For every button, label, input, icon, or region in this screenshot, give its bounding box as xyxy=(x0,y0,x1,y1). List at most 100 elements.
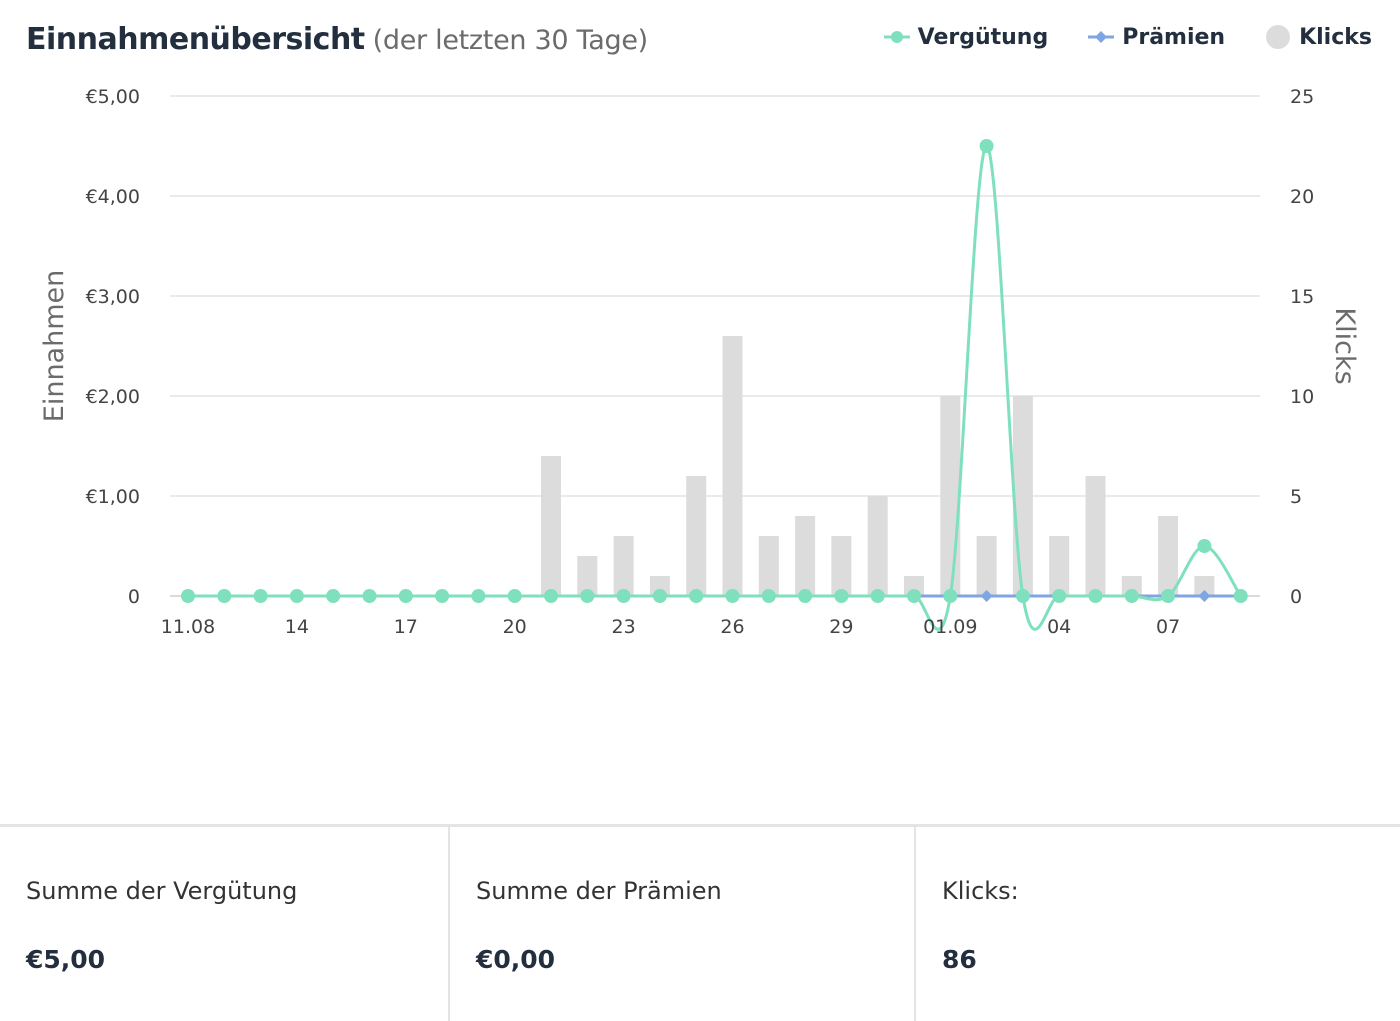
klicks-bar[interactable] xyxy=(613,536,634,596)
chart-legend: Vergütung Prämien Klicks xyxy=(844,24,1372,50)
verguetung-point[interactable] xyxy=(979,139,994,153)
verguetung-point[interactable] xyxy=(580,589,595,603)
earnings-chart: 0 €1,00 €2,00 €3,00 €4,00 €5,00 0 5 10 15 20 25 11.0… xyxy=(39,86,1360,638)
summary-value: €0,00 xyxy=(476,945,556,974)
y-right-tick-label: 25 xyxy=(1290,86,1314,108)
y-right-tick-label: 15 xyxy=(1290,286,1314,308)
verguetung-point[interactable] xyxy=(544,589,558,603)
verguetung-point[interactable] xyxy=(1161,589,1176,603)
verguetung-point[interactable] xyxy=(435,589,450,603)
verguetung-point[interactable] xyxy=(943,589,958,603)
verguetung-point[interactable] xyxy=(362,589,377,603)
y-right-tick-label: 0 xyxy=(1290,586,1302,608)
legend-label: Klicks xyxy=(1299,24,1372,50)
legend-item-verguetung[interactable]: Vergütung xyxy=(883,24,1049,50)
klicks-bar[interactable] xyxy=(795,516,816,596)
klicks-bar[interactable] xyxy=(1194,576,1215,596)
verguetung-point[interactable] xyxy=(1124,589,1139,603)
klicks-bar[interactable] xyxy=(1158,516,1179,596)
klicks-bar[interactable] xyxy=(867,496,888,596)
summary-card-verguetung: Summe der Vergütung €5,00 xyxy=(0,827,448,1021)
verguetung-line xyxy=(188,144,1242,631)
verguetung-point[interactable] xyxy=(689,589,704,603)
chart-subtitle: (der letzten 30 Tage) xyxy=(372,25,649,56)
x-tick-label: 29 xyxy=(829,616,853,638)
verguetung-point[interactable] xyxy=(652,589,667,603)
summary-label: Klicks: xyxy=(942,877,1019,905)
verguetung-point[interactable] xyxy=(725,589,740,603)
y-left-tick-label: €2,00 xyxy=(86,386,140,408)
summary-panel: Summe der Vergütung €5,00 Summe der Präm… xyxy=(0,824,1400,1021)
klicks-bar[interactable] xyxy=(758,536,779,596)
summary-value: €5,00 xyxy=(26,945,106,974)
summary-card-praemien: Summe der Prämien €0,00 xyxy=(448,827,914,1021)
verguetung-point[interactable] xyxy=(1088,589,1103,603)
klicks-bar[interactable] xyxy=(1085,476,1106,596)
klicks-bar[interactable] xyxy=(577,556,598,596)
x-tick-label: 20 xyxy=(503,616,527,638)
x-tick-label: 23 xyxy=(612,616,636,638)
klicks-bar[interactable] xyxy=(1121,576,1142,596)
verguetung-point[interactable] xyxy=(181,589,195,603)
y-left-tick-label: €1,00 xyxy=(86,486,140,508)
verguetung-point[interactable] xyxy=(217,589,232,603)
verguetung-point[interactable] xyxy=(1015,589,1030,603)
y-left-tick-label: €3,00 xyxy=(86,286,140,308)
klicks-bar[interactable] xyxy=(686,476,707,596)
klicks-bar[interactable] xyxy=(649,576,670,596)
verguetung-point[interactable] xyxy=(907,589,921,603)
y-right-tick-label: 5 xyxy=(1290,486,1302,508)
klicks-bar[interactable] xyxy=(541,456,561,596)
verguetung-point[interactable] xyxy=(616,589,631,603)
y-axis-right-title: Klicks xyxy=(1329,307,1360,384)
verguetung-point[interactable] xyxy=(471,589,486,603)
x-tick-label: 11.08 xyxy=(161,616,215,638)
diamond-marker-icon xyxy=(1088,31,1115,43)
klicks-bars xyxy=(541,336,1215,596)
verguetung-point[interactable] xyxy=(398,589,413,603)
y-right-tick-label: 10 xyxy=(1290,386,1314,408)
chart-header: Einnahmenübersicht (der letzten 30 Tage) xyxy=(26,22,648,62)
verguetung-point[interactable] xyxy=(798,589,813,603)
x-tick-label: 26 xyxy=(720,616,744,638)
x-tick-label: 04 xyxy=(1047,616,1071,638)
summary-label: Summe der Prämien xyxy=(476,877,722,905)
x-tick-label: 14 xyxy=(285,616,309,638)
y-left-tick-label: 0 xyxy=(128,586,140,608)
verguetung-point[interactable] xyxy=(507,589,522,603)
circle-marker-icon xyxy=(883,31,910,43)
praemien-point[interactable] xyxy=(1198,590,1211,602)
summary-value: 86 xyxy=(942,945,977,974)
summary-card-klicks: Klicks: 86 xyxy=(914,827,1400,1021)
verguetung-point[interactable] xyxy=(1197,539,1212,553)
verguetung-point[interactable] xyxy=(1052,589,1067,603)
verguetung-point[interactable] xyxy=(834,589,849,603)
klicks-bar[interactable] xyxy=(722,336,743,596)
legend-label: Prämien xyxy=(1122,24,1226,50)
verguetung-point[interactable] xyxy=(253,589,268,603)
praemien-point[interactable] xyxy=(980,590,993,602)
legend-item-klicks[interactable]: Klicks xyxy=(1265,24,1372,50)
summary-label: Summe der Vergütung xyxy=(26,877,298,905)
klicks-bar[interactable] xyxy=(1049,536,1070,596)
legend-item-praemien[interactable]: Prämien xyxy=(1088,25,1225,50)
verguetung-point[interactable] xyxy=(326,589,341,603)
verguetung-point[interactable] xyxy=(870,589,885,603)
circle-swatch-icon xyxy=(1266,25,1291,49)
klicks-bar[interactable] xyxy=(831,536,852,596)
klicks-bar[interactable] xyxy=(904,576,924,596)
x-tick-label: 07 xyxy=(1156,616,1180,638)
y-axis-left-title: Einnahmen xyxy=(39,270,70,422)
axis-ticks: 0 €1,00 €2,00 €3,00 €4,00 €5,00 0 5 10 15 20 25 11.0… xyxy=(86,86,1315,638)
verguetung-point[interactable] xyxy=(1233,589,1248,603)
chart-lines xyxy=(181,139,1248,631)
legend-label: Vergütung xyxy=(917,24,1049,50)
y-right-tick-label: 20 xyxy=(1290,186,1314,208)
verguetung-point[interactable] xyxy=(289,589,304,603)
klicks-bar[interactable] xyxy=(940,396,961,596)
klicks-bar[interactable] xyxy=(976,536,997,596)
verguetung-point[interactable] xyxy=(761,589,776,603)
y-left-tick-label: €4,00 xyxy=(86,186,140,208)
klicks-bar[interactable] xyxy=(1012,396,1033,596)
y-left-tick-label: €5,00 xyxy=(86,86,140,108)
